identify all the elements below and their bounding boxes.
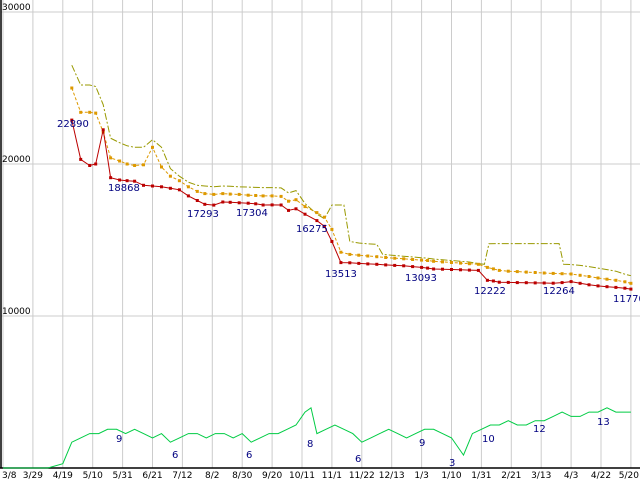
svg-text:10000: 10000 xyxy=(2,307,31,317)
svg-text:5/10: 5/10 xyxy=(83,471,103,480)
svg-text:17304: 17304 xyxy=(236,208,268,219)
svg-text:6: 6 xyxy=(172,450,178,461)
series-lowest-price xyxy=(70,118,633,291)
svg-text:7/12: 7/12 xyxy=(172,471,192,480)
svg-text:5/31: 5/31 xyxy=(112,471,132,480)
data-labels: 22890 18868 17293 17304 16275 13513 13093 12222… xyxy=(57,119,640,469)
x-axis-labels: 3/8 3/29 4/19 5/10 5/31 6/21 7/12 8/2 8/30 9/20 10… xyxy=(2,471,639,480)
svg-text:6/21: 6/21 xyxy=(142,471,162,480)
svg-text:9: 9 xyxy=(419,438,425,449)
svg-text:4/19: 4/19 xyxy=(53,471,73,480)
svg-text:20000: 20000 xyxy=(2,155,31,165)
svg-text:5/20: 5/20 xyxy=(619,471,639,480)
svg-text:12/13: 12/13 xyxy=(379,471,405,480)
svg-text:13093: 13093 xyxy=(405,273,437,284)
series-average-price xyxy=(70,86,633,285)
svg-text:4/3: 4/3 xyxy=(564,471,578,480)
svg-text:30000: 30000 xyxy=(2,3,31,13)
svg-text:3/29: 3/29 xyxy=(23,471,43,480)
svg-text:12264: 12264 xyxy=(543,286,575,297)
svg-text:2/21: 2/21 xyxy=(501,471,521,480)
svg-text:13: 13 xyxy=(597,417,610,428)
svg-text:8/30: 8/30 xyxy=(232,471,252,480)
svg-text:1/31: 1/31 xyxy=(471,471,491,480)
svg-text:12: 12 xyxy=(533,424,546,435)
series-highest-price xyxy=(71,64,632,277)
gridlines xyxy=(1,0,640,468)
series-listing-count xyxy=(3,406,631,469)
svg-text:6: 6 xyxy=(355,454,361,465)
svg-text:10/11: 10/11 xyxy=(289,471,315,480)
svg-text:8/2: 8/2 xyxy=(205,471,219,480)
svg-text:12222: 12222 xyxy=(474,286,506,297)
svg-text:4/22: 4/22 xyxy=(591,471,611,480)
y-axis-labels: 30000 20000 10000 xyxy=(2,3,31,317)
svg-text:17293: 17293 xyxy=(187,209,219,220)
svg-text:3: 3 xyxy=(449,458,455,469)
svg-text:3/8: 3/8 xyxy=(2,471,17,480)
axes xyxy=(0,0,640,469)
svg-text:11/1: 11/1 xyxy=(322,471,342,480)
svg-text:11770: 11770 xyxy=(613,294,640,305)
svg-text:1/3: 1/3 xyxy=(414,471,428,480)
svg-text:9: 9 xyxy=(116,434,122,445)
svg-text:6: 6 xyxy=(246,450,252,461)
svg-text:8: 8 xyxy=(307,439,313,450)
svg-text:10: 10 xyxy=(482,434,495,445)
svg-text:22890: 22890 xyxy=(57,119,89,130)
svg-text:9/20: 9/20 xyxy=(262,471,282,480)
svg-text:16275: 16275 xyxy=(296,224,328,235)
svg-text:13513: 13513 xyxy=(325,269,357,280)
svg-text:18868: 18868 xyxy=(108,183,140,194)
svg-text:3/13: 3/13 xyxy=(531,471,551,480)
svg-text:11/22: 11/22 xyxy=(349,471,375,480)
svg-text:1/10: 1/10 xyxy=(441,471,461,480)
